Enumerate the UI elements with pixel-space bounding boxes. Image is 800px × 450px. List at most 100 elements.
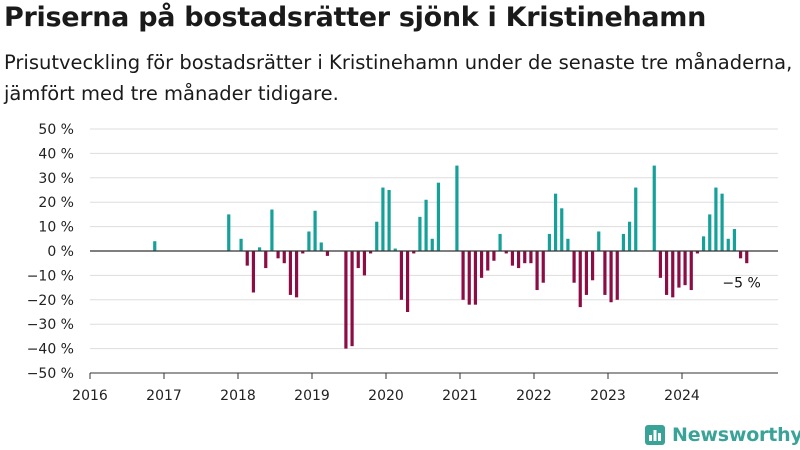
y-tick-label: 40 % xyxy=(38,146,74,162)
bar-negative xyxy=(251,251,256,293)
bar-positive xyxy=(566,238,570,251)
newsworthy-logo-icon xyxy=(645,425,665,445)
bar-positive xyxy=(307,231,311,251)
bar-positive xyxy=(313,210,317,251)
bar-negative xyxy=(344,251,348,349)
bar-negative xyxy=(745,251,749,264)
bar-negative xyxy=(516,251,521,269)
x-tick-label: 2018 xyxy=(220,388,256,404)
bar-negative xyxy=(590,251,595,281)
y-tick-label: −30 % xyxy=(27,317,74,333)
bar-negative xyxy=(294,251,299,298)
bar-negative xyxy=(677,251,681,288)
bar-negative xyxy=(529,251,533,264)
bar-positive xyxy=(319,242,323,251)
bar-negative xyxy=(683,251,687,286)
bar-positive xyxy=(547,233,552,251)
bar-negative xyxy=(492,251,496,261)
bar-positive xyxy=(714,187,718,251)
bar-negative xyxy=(671,251,675,298)
bar-negative xyxy=(461,251,465,300)
x-tick-label: 2022 xyxy=(516,388,552,404)
bar-negative xyxy=(689,251,693,291)
x-tick-label: 2020 xyxy=(368,388,404,404)
y-tick-label: 10 % xyxy=(38,220,74,236)
bar-negative xyxy=(288,251,293,295)
y-tick-label: −10 % xyxy=(27,268,74,284)
brand-name: Newsworthy xyxy=(672,424,800,446)
y-tick-label: 20 % xyxy=(38,195,74,211)
bar-positive xyxy=(652,165,656,251)
x-tick-label: 2024 xyxy=(664,388,700,404)
bar-positive xyxy=(498,233,502,251)
bar-negative xyxy=(356,251,360,269)
bar-positive xyxy=(387,190,391,251)
bar-positive xyxy=(732,229,737,251)
bar-positive xyxy=(708,214,712,251)
bar-negative xyxy=(486,251,490,271)
bar-positive xyxy=(418,216,422,251)
bar-negative xyxy=(479,251,484,278)
bar-positive xyxy=(239,238,243,251)
bar-negative xyxy=(603,251,607,295)
y-tick-label: −20 % xyxy=(27,293,74,309)
bar-positive xyxy=(720,193,724,251)
bar-negative xyxy=(276,251,280,259)
bar-negative xyxy=(412,251,416,254)
bar-negative xyxy=(695,251,700,254)
bar-positive xyxy=(597,231,601,251)
bar-negative xyxy=(541,251,545,283)
bar-positive xyxy=(726,238,730,251)
x-tick-label: 2016 xyxy=(72,388,108,404)
bar-negative xyxy=(368,251,373,254)
bar-negative xyxy=(584,251,589,295)
chart-title: Priserna på bostadsrätter sjönk i Kristi… xyxy=(4,2,707,33)
bar-negative xyxy=(738,251,743,259)
bar-negative xyxy=(535,251,539,291)
bar-positive xyxy=(381,187,385,251)
bar-negative xyxy=(282,251,286,264)
bar-positive xyxy=(375,221,379,251)
bar-negative xyxy=(504,251,508,254)
bar-negative xyxy=(399,251,404,300)
bar-negative xyxy=(264,251,268,269)
x-tick-label: 2021 xyxy=(442,388,478,404)
bar-negative xyxy=(609,251,613,303)
bar-negative xyxy=(473,251,478,305)
bar-positive xyxy=(430,238,434,251)
bar-negative xyxy=(350,251,354,347)
bar-positive xyxy=(627,221,632,251)
bar-negative xyxy=(578,251,582,308)
chart-subtitle: Prisutveckling för bostadsrätter i Krist… xyxy=(4,51,793,105)
last-value-label: −5 % xyxy=(722,276,760,292)
y-tick-label: −50 % xyxy=(27,366,74,382)
bar-negative xyxy=(523,251,527,264)
bar-negative xyxy=(658,251,663,278)
bar-positive xyxy=(455,165,459,251)
bar-negative xyxy=(572,251,576,283)
y-tick-label: −40 % xyxy=(27,342,74,358)
bar-negative xyxy=(301,251,305,254)
x-tick-label: 2019 xyxy=(294,388,330,404)
bar-positive xyxy=(270,209,274,251)
x-tick-label: 2023 xyxy=(590,388,626,404)
brand-logo: Newsworthy xyxy=(644,421,800,449)
bar-positive xyxy=(424,199,428,251)
bar-positive xyxy=(560,208,564,251)
bar-positive xyxy=(153,241,157,251)
y-tick-label: 30 % xyxy=(38,171,74,187)
bar-negative xyxy=(405,251,410,312)
bar-negative xyxy=(510,251,515,266)
bar-positive xyxy=(701,236,706,251)
bar-positive xyxy=(227,214,231,251)
bar-negative xyxy=(615,251,619,300)
bar-positive xyxy=(634,187,638,251)
bar-positive xyxy=(436,182,441,251)
bar-positive xyxy=(553,193,558,251)
bar-positive xyxy=(621,233,626,251)
bar-negative xyxy=(467,251,471,305)
bar-negative xyxy=(245,251,249,266)
y-tick-label: 50 % xyxy=(38,122,74,138)
bar-positive xyxy=(393,248,397,251)
